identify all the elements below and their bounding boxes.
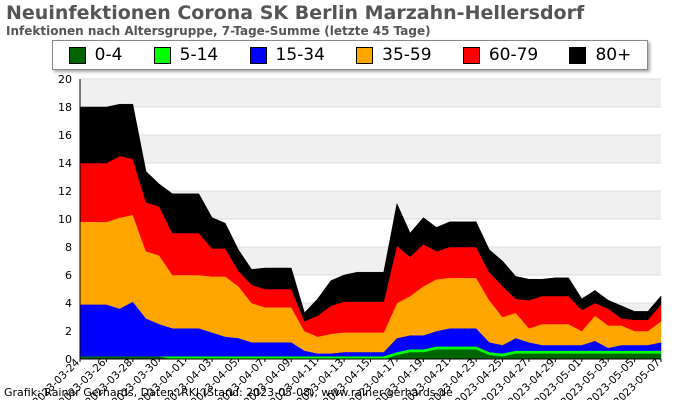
legend-item-60-79: 60-79 [462,45,539,65]
grid-band [80,135,661,163]
legend-swatch [249,46,267,64]
legend-swatch [356,46,374,64]
y-tick-label: 6 [65,269,72,282]
legend-label: 0-4 [94,45,123,65]
legend-label: 60-79 [488,45,539,65]
legend-item-35-59: 35-59 [356,45,432,65]
grid-band [80,79,661,107]
legend-swatch [569,46,587,64]
chart-subtitle: Infektionen nach Altersgruppe, 7-Tage-Su… [6,24,431,38]
y-tick-label: 0 [65,353,72,366]
y-tick-label: 4 [65,297,72,310]
y-tick-label: 14 [58,157,72,170]
y-tick-label: 10 [58,213,72,226]
y-tick-label: 2 [65,325,72,338]
legend: 0-4 5-14 15-34 35-59 60-79 80+ [52,40,648,70]
legend-label: 35-59 [382,45,432,65]
y-tick-label: 18 [58,101,72,114]
legend-item-5-14: 5-14 [153,45,219,65]
chart-title: Neuinfektionen Corona SK Berlin Marzahn-… [6,2,585,24]
y-tick-label: 12 [58,185,72,198]
grid-band [80,107,661,135]
y-tick-label: 20 [58,73,72,86]
legend-label: 80+ [595,45,632,65]
legend-item-80-plus: 80+ [569,45,631,65]
credit-line: Grafik: Rainer Gerhards, Daten: RKI (Sta… [4,386,453,399]
legend-item-15-34: 15-34 [249,45,325,65]
grid-band [80,163,661,191]
legend-label: 15-34 [275,45,325,65]
y-tick-label: 16 [58,129,72,142]
area-series-80-plus [79,103,662,322]
legend-swatch [153,46,171,64]
y-tick-label: 8 [65,241,72,254]
legend-label: 5-14 [179,45,219,65]
legend-item-0-4: 0-4 [68,45,123,65]
legend-swatch [68,46,86,64]
legend-swatch [462,46,480,64]
